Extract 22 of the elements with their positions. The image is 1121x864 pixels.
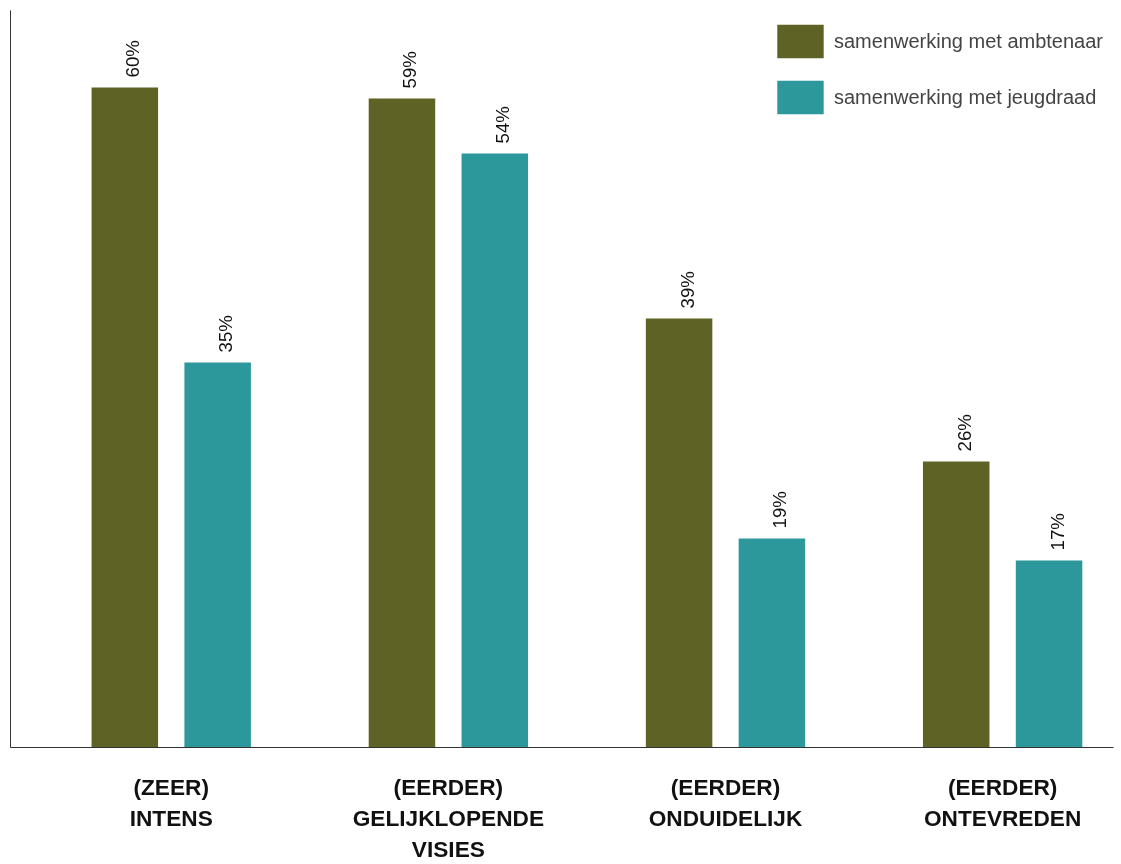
x-tick-label: (EERDER) ONDUIDELIJK [648, 773, 803, 831]
bar [461, 153, 529, 748]
data-label: 19% [769, 491, 791, 529]
data-label: 35% [215, 315, 237, 353]
data-label: 54% [492, 106, 514, 144]
bar [922, 461, 990, 748]
bar [645, 318, 713, 748]
x-tick-label: (ZEER) INTENS [129, 773, 213, 831]
x-tick-label: (EERDER) GELIJKLOPENDE VISIES [352, 773, 545, 862]
x-tick-label: (EERDER) ONTEVREDEN [923, 773, 1082, 831]
data-label: 59% [399, 51, 421, 89]
data-label: 17% [1046, 513, 1068, 551]
legend-label: samenwerking met ambtenaar [833, 29, 1103, 53]
data-label: 26% [953, 414, 975, 452]
bar [738, 538, 806, 748]
data-label: 39% [676, 271, 698, 309]
bar [91, 87, 159, 748]
legend-label: samenwerking met jeugdraad [833, 85, 1097, 109]
bar [184, 362, 251, 748]
bar [368, 98, 436, 748]
bar [1015, 560, 1083, 748]
data-label: 60% [122, 40, 144, 78]
